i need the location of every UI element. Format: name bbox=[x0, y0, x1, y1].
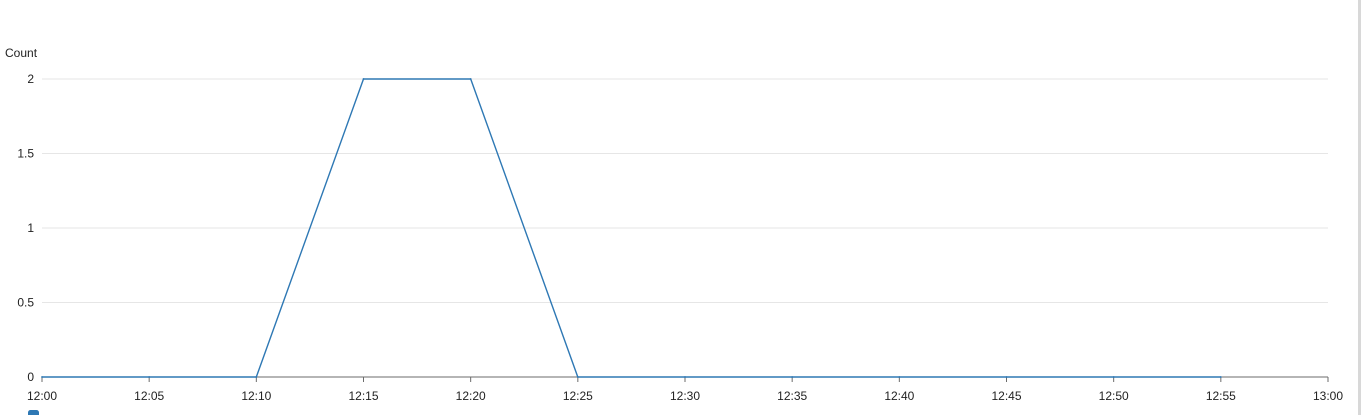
x-tick-label: 12:20 bbox=[456, 389, 486, 403]
x-tick-label: 12:45 bbox=[991, 389, 1021, 403]
x-tick-label: 12:35 bbox=[777, 389, 807, 403]
x-tick-label: 12:05 bbox=[134, 389, 164, 403]
y-tick-label: 1 bbox=[27, 221, 34, 235]
data-point bbox=[1006, 376, 1008, 378]
x-tick-label: 12:50 bbox=[1099, 389, 1129, 403]
data-point bbox=[577, 376, 579, 378]
data-point bbox=[363, 78, 365, 80]
x-tick-label: 12:10 bbox=[241, 389, 271, 403]
data-point bbox=[1220, 376, 1222, 378]
legend bbox=[28, 410, 39, 415]
data-point bbox=[470, 78, 472, 80]
data-point bbox=[791, 376, 793, 378]
y-tick-label: 0.5 bbox=[17, 296, 34, 310]
y-tick-label: 2 bbox=[27, 72, 34, 86]
y-axis-label: Count bbox=[5, 46, 38, 60]
data-point bbox=[898, 376, 900, 378]
gridlines bbox=[42, 79, 1328, 303]
x-tick-label: 12:30 bbox=[670, 389, 700, 403]
y-tick-label: 0 bbox=[27, 370, 34, 384]
data-point bbox=[1113, 376, 1115, 378]
data-point bbox=[255, 376, 257, 378]
x-tick-label: 12:40 bbox=[884, 389, 914, 403]
data-point bbox=[148, 376, 150, 378]
x-tick-label: 12:25 bbox=[563, 389, 593, 403]
axes: 0 0.5 1 1.5 2 12:00 12:05 12:10 12:15 12:20 12:25 1… bbox=[17, 72, 1343, 403]
x-tick-label: 12:15 bbox=[348, 389, 378, 403]
data-point bbox=[684, 376, 686, 378]
x-tick-label: 12:00 bbox=[27, 389, 57, 403]
x-tick-label: 13:00 bbox=[1313, 389, 1343, 403]
data-point bbox=[41, 376, 43, 378]
legend-swatch[interactable] bbox=[28, 410, 39, 415]
y-tick-label: 1.5 bbox=[17, 147, 34, 161]
x-tick-label: 12:55 bbox=[1206, 389, 1236, 403]
